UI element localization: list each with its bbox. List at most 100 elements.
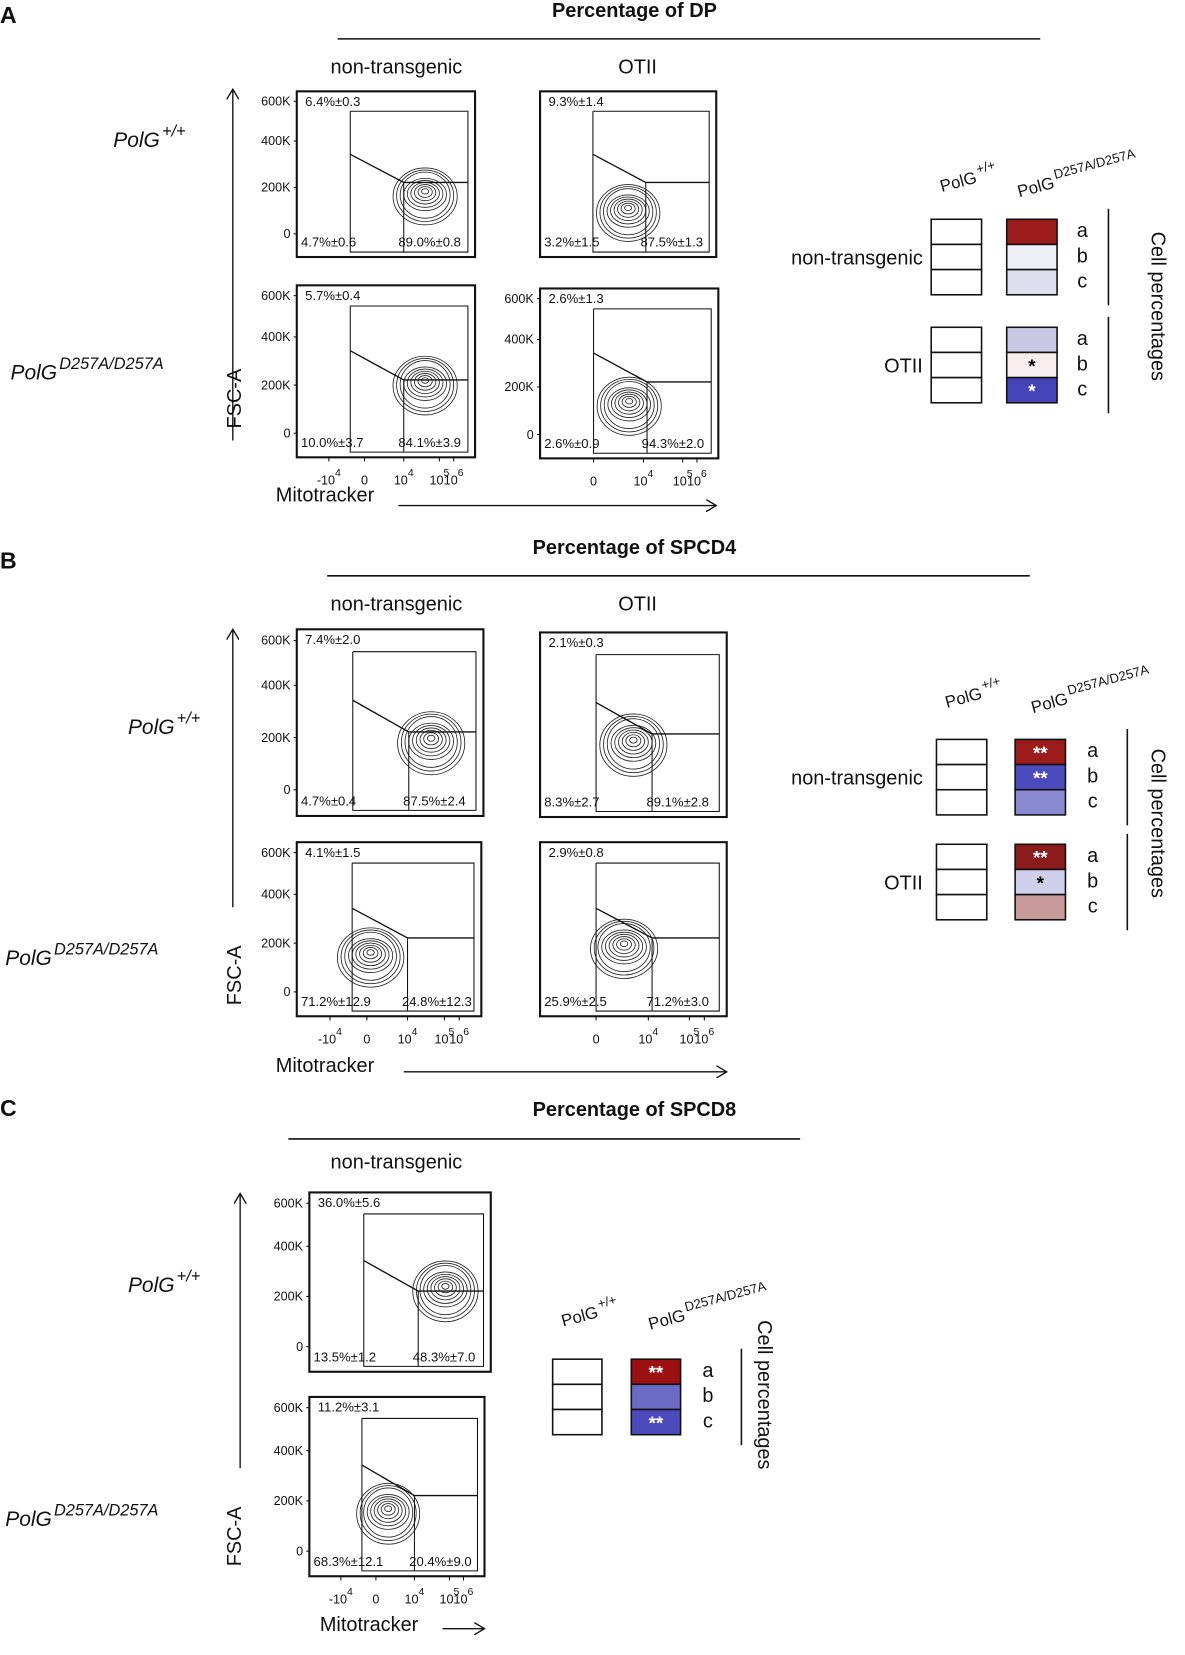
contour <box>412 725 451 757</box>
label: PolGD257A/D257A <box>645 1278 770 1333</box>
contour <box>400 713 462 772</box>
y-tick-label: 200K <box>274 1290 304 1304</box>
contour <box>625 398 634 405</box>
y-tick-label: 0 <box>283 426 290 440</box>
gate-label: 3.2%±1.5 <box>544 235 599 250</box>
panel-letter: B <box>0 547 17 573</box>
row-letter: b <box>1077 245 1088 267</box>
label: PolGD257A/D257A <box>1014 146 1139 201</box>
x-tick-base: 10 <box>679 1033 693 1047</box>
flow-plot: 11.2%±3.1 68.3%±12.1 20.4%±9.0 600K 400K 200K… <box>274 1395 486 1607</box>
heat-cell <box>1005 376 1058 404</box>
y-tick-label: 600K <box>261 634 291 648</box>
flow-plot: 4.1%±1.5 71.2%±12.9 24.8%±12.3 600K 400K 200K… <box>261 841 483 1047</box>
label-sup: D257A/D257A <box>54 1501 159 1519</box>
contour <box>590 918 659 979</box>
gate-label: 48.3%±7.0 <box>413 1349 476 1364</box>
row-letter: b <box>702 1385 713 1407</box>
contour <box>441 1282 450 1290</box>
contour <box>601 929 647 965</box>
contour <box>625 734 642 748</box>
gate <box>352 651 477 811</box>
x-tick-exp: 4 <box>419 1587 425 1598</box>
label-main: PolG <box>5 1508 52 1531</box>
x-tick-base: 10 <box>687 475 701 489</box>
gate <box>363 1213 485 1367</box>
gate-label: 4.1%±1.5 <box>305 845 360 860</box>
contour <box>619 940 629 948</box>
y-tick-label: 600K <box>504 292 534 306</box>
row-letter: b <box>1077 353 1088 375</box>
y-tick-label: 200K <box>261 936 291 950</box>
x-tick-base: 10 <box>394 474 408 488</box>
y-tick-label: 0 <box>296 1340 303 1354</box>
heat-cell <box>630 1383 682 1411</box>
flow-plot: 7.4%±2.0 4.7%±0.4 87.5%±2.4 600K 400K 200K 0 <box>261 628 485 818</box>
x-tick-base: 10 <box>429 474 443 488</box>
contour <box>612 936 636 954</box>
heat-cell <box>935 738 988 766</box>
x-tick-label: 0 <box>363 1033 370 1047</box>
gate-label: 89.0%±0.8 <box>398 235 461 250</box>
x-tick-label: -104 <box>317 468 341 487</box>
contour <box>437 1280 454 1294</box>
heat-cell <box>930 351 983 379</box>
flow-plot: 2.6%±1.3 2.6%±0.9 94.3%±2.0 600K 400K 200K 0 0 1… <box>504 287 720 489</box>
x-tick-base: -10 <box>317 474 335 488</box>
contour <box>362 947 379 960</box>
panel-title: Percentage of SPCD8 <box>533 1099 737 1121</box>
gate <box>361 1417 479 1572</box>
x-tick-exp: 6 <box>458 468 464 479</box>
heat-cell <box>930 218 983 246</box>
contour <box>624 204 633 212</box>
x-tick-base: 0 <box>363 1033 370 1047</box>
row-letter: a <box>1087 845 1099 867</box>
plot-frame <box>539 631 728 819</box>
contour <box>336 927 405 988</box>
y-tick-label: 200K <box>261 731 291 745</box>
gate-label: 11.2%±3.1 <box>318 1400 380 1415</box>
x-tick-base: 0 <box>372 1593 379 1607</box>
significance: * <box>1028 355 1036 376</box>
plot-frame <box>539 287 720 460</box>
contour <box>363 1487 414 1538</box>
contour <box>608 933 640 958</box>
contour <box>396 169 455 222</box>
column-header: non-transgenic <box>331 1151 463 1173</box>
y-tick-label: 400K <box>274 1444 304 1458</box>
contour <box>396 357 455 412</box>
y-tick-label: 600K <box>261 846 291 860</box>
contour <box>599 186 657 239</box>
gate-label: 87.5%±2.4 <box>403 793 466 808</box>
x-tick-label: -104 <box>329 1587 353 1606</box>
x-tick-label: 106 <box>449 1027 469 1046</box>
gate-label: 25.9%±2.5 <box>544 994 607 1009</box>
x-tick-exp: 6 <box>708 1027 714 1038</box>
contour <box>593 920 655 976</box>
label-sup: D257A/D257A <box>1066 662 1151 698</box>
contour <box>392 167 458 226</box>
flow-plot: 36.0%±5.6 13.5%±1.2 48.3%±7.0 600K 400K 200K 0 <box>274 1191 492 1373</box>
gate-label: 2.6%±0.9 <box>544 436 599 451</box>
gate-label: 10.0%±3.7 <box>301 435 364 450</box>
x-tick-base: 10 <box>449 1033 463 1047</box>
y-tick-label: 200K <box>274 1494 304 1508</box>
y-tick-label: 400K <box>504 333 534 347</box>
label-main: PolG <box>559 1303 600 1331</box>
x-tick-label: 104 <box>405 1587 425 1606</box>
gate <box>595 654 720 813</box>
y-tick-label: 0 <box>283 227 290 241</box>
x-tick-label: 106 <box>454 1587 474 1606</box>
row-letter: c <box>1088 791 1098 813</box>
contour <box>610 724 657 762</box>
contour <box>423 732 440 746</box>
gate-label: 94.3%±2.0 <box>642 436 705 451</box>
x-tick-exp: 4 <box>408 468 414 479</box>
contour <box>599 713 668 777</box>
contour <box>607 387 652 422</box>
x-tick-base: -10 <box>329 1593 347 1607</box>
label: PolG+/+ <box>936 157 999 196</box>
contour <box>620 202 636 215</box>
label-sup: D257A/D257A <box>59 355 164 373</box>
